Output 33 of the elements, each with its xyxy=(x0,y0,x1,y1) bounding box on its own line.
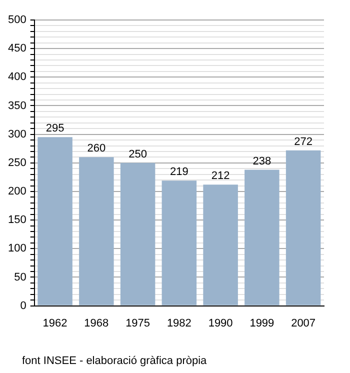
bar xyxy=(162,180,197,306)
y-tick-label: 450 xyxy=(8,42,26,55)
y-tick-label: 300 xyxy=(8,128,26,140)
y-tick-label: 200 xyxy=(8,186,26,198)
x-tick-label: 2007 xyxy=(291,317,316,330)
x-tick-label: 1975 xyxy=(126,317,150,330)
data-label: 238 xyxy=(252,155,272,168)
bar xyxy=(38,137,72,306)
bar xyxy=(244,170,280,306)
x-tick-label: 1982 xyxy=(166,317,192,330)
y-tick-label: 250 xyxy=(8,156,26,169)
data-label: 250 xyxy=(128,148,147,160)
bar xyxy=(120,162,156,306)
bar xyxy=(286,150,321,306)
bar xyxy=(79,157,114,306)
data-label: 219 xyxy=(170,166,188,178)
data-label: 260 xyxy=(87,142,106,155)
y-tick-label: 150 xyxy=(8,214,26,226)
data-label: 295 xyxy=(46,122,64,135)
x-tick-label: 1962 xyxy=(42,317,68,330)
x-tick-label: 1968 xyxy=(84,317,109,330)
y-tick-label: 50 xyxy=(14,271,26,284)
bar xyxy=(203,184,238,306)
y-tick-label: 100 xyxy=(8,242,26,255)
y-tick-label: 350 xyxy=(8,100,26,112)
y-tick-label: 500 xyxy=(8,14,26,26)
x-tick-label: 1999 xyxy=(250,317,274,330)
y-tick-label: 400 xyxy=(8,71,26,84)
text: font INSEE - elaboració gràfica pròpia xyxy=(22,355,208,367)
data-label: 272 xyxy=(294,136,312,148)
x-tick-label: 1990 xyxy=(208,317,233,330)
data-label: 212 xyxy=(211,170,230,182)
y-tick-label: 0 xyxy=(20,300,26,312)
